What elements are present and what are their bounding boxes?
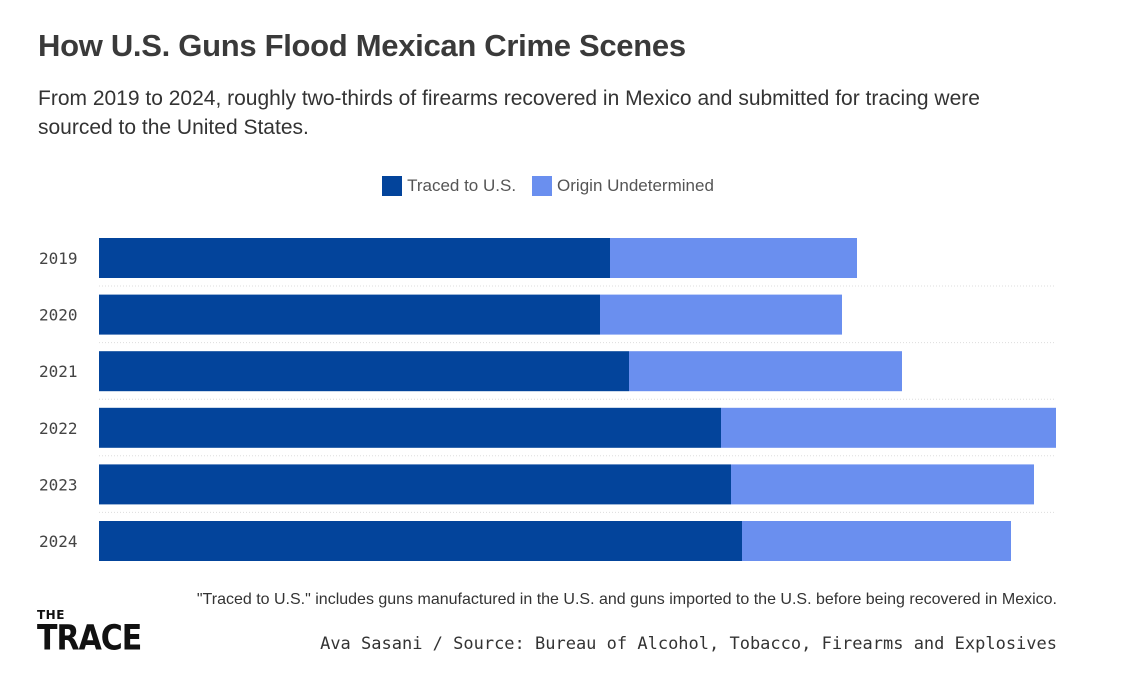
the-trace-logo: THE TRACE bbox=[37, 608, 142, 656]
bar-undetermined-2023 bbox=[731, 464, 1034, 505]
bar-traced-2019 bbox=[99, 238, 610, 278]
logo-text-trace: TRACE bbox=[37, 618, 142, 659]
chart-legend: Traced to U.S. Origin Undetermined bbox=[0, 176, 1126, 196]
bar-traced-2024 bbox=[99, 521, 742, 561]
y-tick-label-2021: 2021 bbox=[39, 362, 78, 381]
logo-text-the: THE bbox=[37, 608, 65, 622]
bar-traced-2022 bbox=[99, 407, 721, 448]
legend-item-undetermined: Origin Undetermined bbox=[532, 176, 714, 196]
legend-label-traced: Traced to U.S. bbox=[407, 176, 517, 195]
bar-undetermined-2019 bbox=[610, 238, 857, 278]
bar-undetermined-2024 bbox=[742, 521, 1011, 561]
y-tick-label-2022: 2022 bbox=[39, 419, 78, 438]
bar-traced-2020 bbox=[99, 294, 600, 335]
legend-swatch-undetermined bbox=[532, 176, 553, 196]
y-tick-label-2019: 2019 bbox=[39, 249, 78, 268]
legend-item-traced: Traced to U.S. bbox=[382, 176, 516, 196]
bar-undetermined-2022 bbox=[721, 407, 1056, 448]
legend-label-undetermined: Origin Undetermined bbox=[557, 176, 714, 195]
bar-traced-2021 bbox=[99, 351, 629, 392]
bar-traced-2023 bbox=[99, 464, 731, 505]
y-tick-label-2024: 2024 bbox=[39, 532, 78, 551]
legend-swatch-traced bbox=[382, 176, 403, 196]
chart-note: "Traced to U.S." includes guns manufactu… bbox=[196, 591, 1057, 608]
y-tick-label-2020: 2020 bbox=[39, 306, 78, 325]
bar-undetermined-2020 bbox=[600, 294, 842, 335]
chart-source: Ava Sasani / Source: Bureau of Alcohol, … bbox=[320, 634, 1057, 654]
stacked-bar-chart: 2019 2020 2021 2022 2023 2024 bbox=[39, 238, 1056, 561]
y-tick-label-2023: 2023 bbox=[39, 475, 78, 494]
bar-undetermined-2021 bbox=[629, 351, 902, 392]
chart-title: How U.S. Guns Flood Mexican Crime Scenes bbox=[38, 28, 686, 63]
chart-subtitle: From 2019 to 2024, roughly two-thirds of… bbox=[38, 87, 980, 139]
